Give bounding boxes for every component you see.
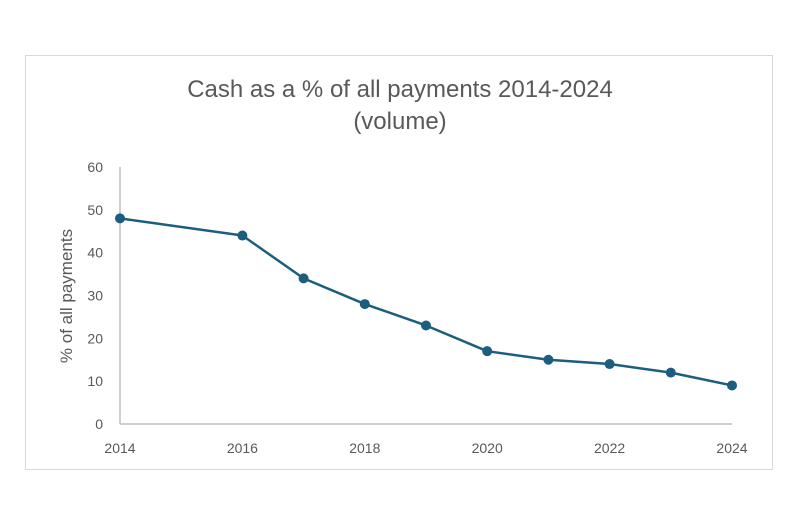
series-line <box>119 217 733 387</box>
y-tick-label: 50 <box>87 202 103 218</box>
y-tick-label: 10 <box>87 373 103 389</box>
y-tick-label: 60 <box>87 159 103 175</box>
chart-title-main: Cash as a % of all payments 2014-2024 <box>187 76 613 103</box>
data-point-marker <box>298 273 309 284</box>
x-tick-label: 2018 <box>349 440 380 456</box>
x-tick-label: 2014 <box>104 440 135 456</box>
data-point-marker <box>543 354 554 365</box>
data-point-marker <box>359 299 370 310</box>
data-point-marker <box>665 367 676 378</box>
x-tick-label: 2022 <box>594 440 625 456</box>
x-tick-label: 2016 <box>227 440 258 456</box>
y-tick-label: 30 <box>87 288 103 304</box>
data-point-marker <box>237 230 248 241</box>
data-point-marker <box>115 213 125 224</box>
data-point-marker <box>421 320 431 331</box>
y-tick-label: 40 <box>87 245 103 261</box>
chart-title-sub: (volume) <box>353 108 447 135</box>
y-tick-label: 20 <box>87 330 103 346</box>
chart-title: Cash as a % of all payments 2014-2024 (v… <box>0 74 800 138</box>
data-point-marker <box>482 346 493 357</box>
data-point-marker <box>604 359 615 370</box>
chart-frame <box>25 55 773 470</box>
y-axis-label: % of all payments <box>57 229 76 363</box>
y-tick-label: 0 <box>95 416 103 432</box>
data-point-marker <box>727 380 737 391</box>
x-tick-label: 2024 <box>716 440 747 456</box>
x-tick-label: 2020 <box>472 440 503 456</box>
